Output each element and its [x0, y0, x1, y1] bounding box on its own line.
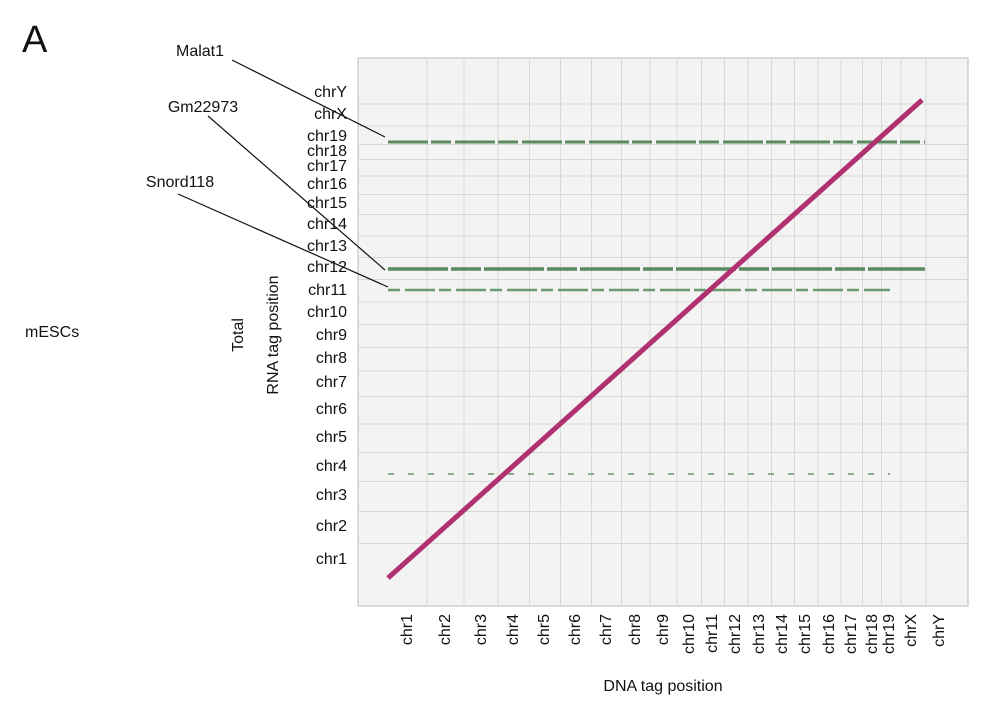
- x-tick-label: chr19: [881, 614, 898, 654]
- y-tick-label: chr14: [307, 216, 347, 233]
- y-tick-label: chr1: [316, 551, 347, 568]
- y-tick-label: chr6: [316, 401, 347, 418]
- x-tick-label: chr16: [821, 614, 838, 654]
- x-tick-label: chrY: [931, 614, 948, 647]
- y-tick-label: chr11: [308, 282, 347, 299]
- y-tick-label: chr7: [316, 374, 347, 391]
- x-tick-label: chr14: [774, 614, 791, 654]
- annotation: Gm22973: [168, 99, 238, 116]
- y-tick-label: chrX: [314, 106, 347, 123]
- x-tick-label: chr17: [843, 614, 860, 654]
- y-tick-label: chr3: [316, 487, 347, 504]
- annotation: Malat1: [176, 43, 224, 60]
- x-tick-label: chr7: [598, 614, 615, 645]
- y-tick-label: chr5: [316, 429, 347, 446]
- annotation: Snord118: [146, 174, 214, 191]
- y-tick-label: chrY: [314, 84, 347, 101]
- y-tick-label: chr10: [307, 304, 347, 321]
- x-tick-label: chr12: [727, 614, 744, 654]
- row-label: mESCs: [25, 324, 79, 341]
- contact-signal: [386, 98, 925, 580]
- y-tick-label: chr18: [307, 143, 347, 160]
- x-tick-label: chr5: [536, 614, 553, 645]
- y-axis-label: Total: [230, 318, 247, 352]
- y-tick-label: chr12: [307, 259, 347, 276]
- x-axis-label: DNA tag position: [603, 678, 722, 695]
- x-tick-label: chr18: [864, 614, 881, 654]
- y-tick-label: chr13: [307, 238, 347, 255]
- y-tick-label: chr17: [307, 158, 347, 175]
- leader-line: [207, 115, 386, 271]
- x-tick-label: chr3: [473, 614, 490, 645]
- y-tick-label: chr9: [316, 327, 347, 344]
- x-tick-label: chr2: [437, 614, 454, 645]
- x-tick-label: chr8: [627, 614, 644, 645]
- x-tick-label: chr10: [681, 614, 698, 654]
- x-tick-label: chr13: [751, 614, 768, 654]
- y-tick-label: chr19: [307, 128, 347, 145]
- y-tick-label: chr2: [316, 518, 347, 535]
- cis-diagonal: [386, 98, 924, 580]
- x-tick-label: chr11: [704, 614, 721, 653]
- y-tick-label: chr16: [307, 176, 347, 193]
- annotation-leaders: [177, 59, 389, 288]
- x-tick-label: chrX: [903, 614, 920, 647]
- y-axis-label: RNA tag position: [265, 275, 282, 394]
- x-tick-label: chr6: [567, 614, 584, 645]
- x-tick-label: chr4: [505, 614, 522, 645]
- leader-line: [177, 193, 389, 288]
- y-tick-label: chr8: [316, 350, 347, 367]
- x-tick-label: chr1: [399, 614, 416, 645]
- x-tick-label: chr15: [797, 614, 814, 654]
- y-tick-label: chr15: [307, 195, 347, 212]
- panel-label: A: [22, 19, 48, 61]
- y-tick-label: chr4: [316, 458, 347, 475]
- leader-line: [231, 59, 386, 138]
- grid: [358, 58, 968, 606]
- x-tick-label: chr9: [655, 614, 672, 645]
